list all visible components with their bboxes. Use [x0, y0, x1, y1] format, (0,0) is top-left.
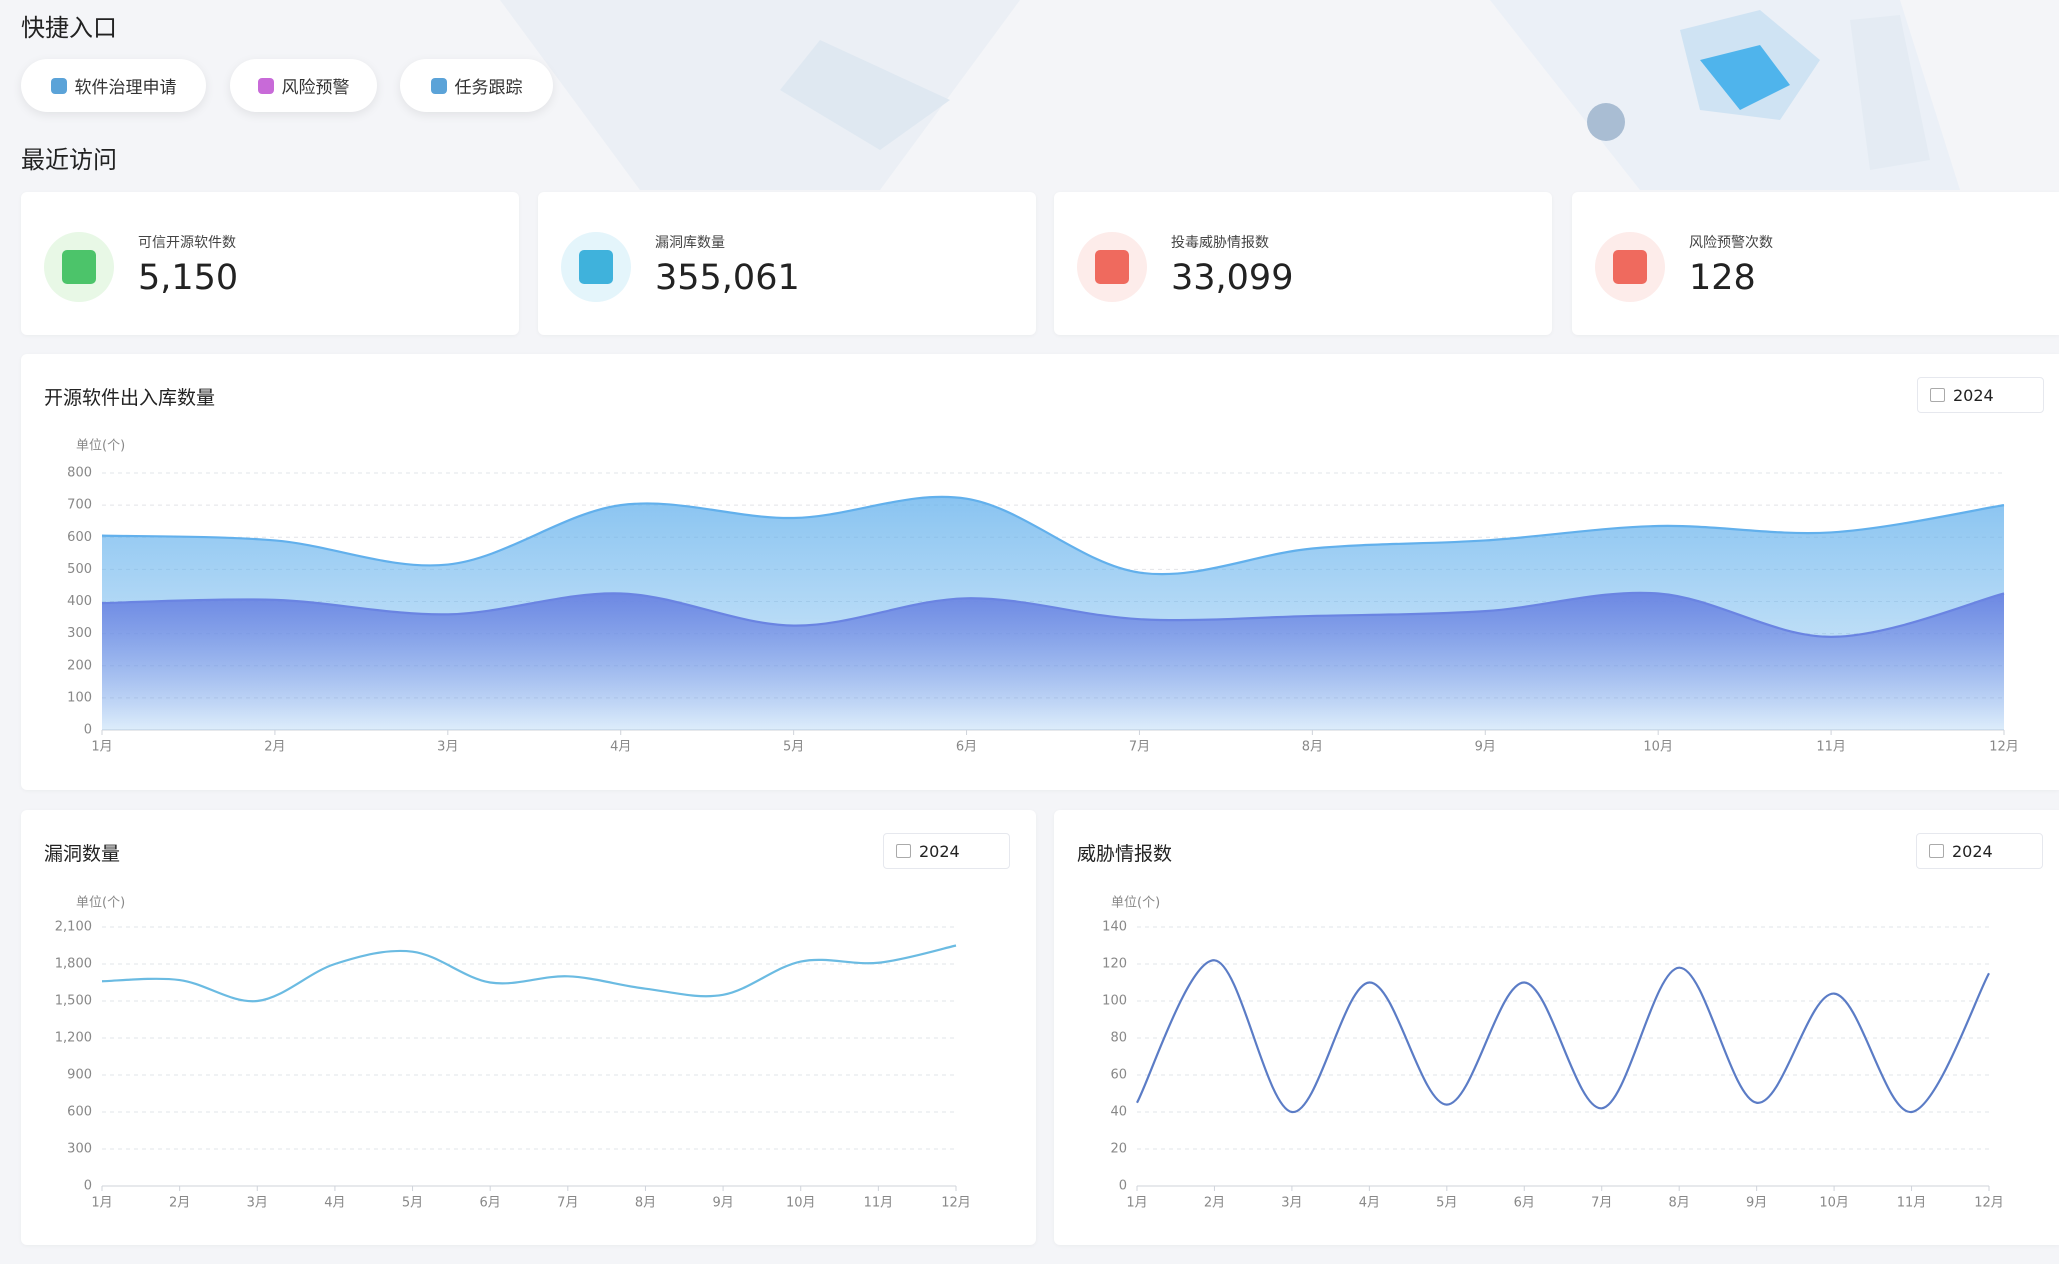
- stat-value: 128: [1689, 258, 1756, 298]
- banner-decoration: [500, 0, 1960, 190]
- calendar-icon: [896, 844, 911, 858]
- button-label: 软件治理申请: [74, 78, 177, 98]
- stat-value: 5,150: [138, 258, 239, 298]
- stat-icon: [1095, 250, 1129, 284]
- quick-entry-button[interactable]: 风险预警: [230, 59, 377, 112]
- chart-title: 开源软件出入库数量: [44, 387, 216, 409]
- stat-label: 漏洞库数量: [655, 235, 725, 251]
- year-picker[interactable]: 2024: [1916, 833, 2043, 869]
- stat-value: 355,061: [655, 258, 800, 298]
- chart-card: 漏洞数量 2024: [21, 810, 1036, 1245]
- stat-card[interactable]: 漏洞库数量 355,061: [538, 192, 1036, 335]
- stat-label: 可信开源软件数: [138, 235, 236, 251]
- stat-value: 33,099: [1171, 258, 1294, 298]
- year-value: 2024: [1952, 841, 1993, 861]
- section-title: 快捷入口: [21, 14, 117, 42]
- stat-label: 风险预警次数: [1689, 235, 1773, 251]
- year-value: 2024: [1953, 385, 1994, 405]
- chart-title: 漏洞数量: [44, 843, 121, 865]
- year-picker[interactable]: 2024: [1917, 377, 2044, 413]
- stat-icon: [62, 250, 96, 284]
- section-title: 最近访问: [21, 146, 117, 174]
- button-icon: [257, 77, 274, 94]
- button-icon: [50, 77, 67, 94]
- stat-label: 投毒威胁情报数: [1171, 235, 1269, 251]
- stat-icon: [579, 250, 613, 284]
- stat-icon: [1613, 250, 1647, 284]
- stat-card[interactable]: 投毒威胁情报数 33,099: [1054, 192, 1552, 335]
- year-picker[interactable]: 2024: [883, 833, 1010, 869]
- quick-entry-button[interactable]: 软件治理申请: [21, 59, 206, 112]
- stat-card[interactable]: 风险预警次数 128: [1572, 192, 2059, 335]
- quick-entry-button[interactable]: 任务跟踪: [400, 59, 553, 112]
- chart-card: 威胁情报数 2024: [1054, 810, 2059, 1245]
- button-label: 风险预警: [281, 78, 350, 98]
- button-icon: [430, 77, 447, 94]
- chart-card: 开源软件出入库数量 2024: [21, 354, 2059, 790]
- chart-title: 威胁情报数: [1077, 843, 1173, 865]
- year-value: 2024: [919, 841, 960, 861]
- calendar-icon: [1929, 844, 1944, 858]
- calendar-icon: [1930, 388, 1945, 402]
- button-label: 任务跟踪: [454, 78, 523, 98]
- stat-card[interactable]: 可信开源软件数 5,150: [21, 192, 519, 335]
